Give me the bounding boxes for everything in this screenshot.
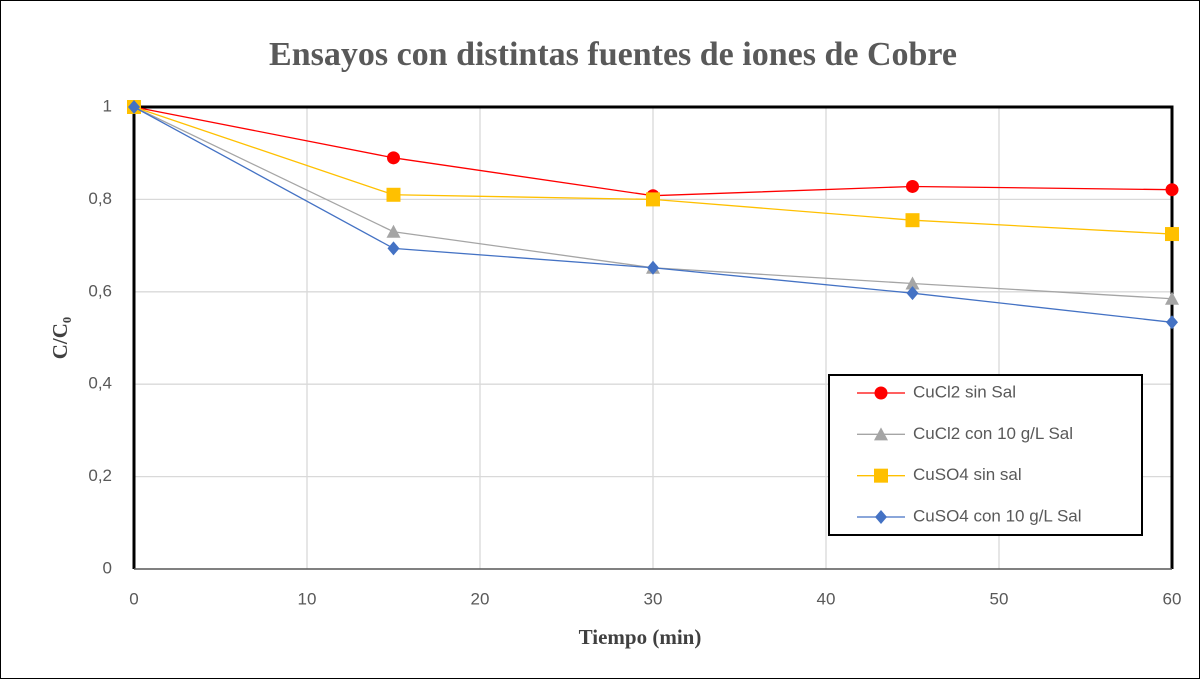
y-tick-label: 0 — [103, 558, 112, 577]
y-tick-label: 0,4 — [88, 374, 112, 393]
y-tick-label: 0,6 — [88, 281, 112, 300]
x-tick-label: 30 — [644, 589, 663, 608]
marker — [386, 187, 401, 202]
x-tick-label: 0 — [129, 589, 138, 608]
marker — [905, 213, 920, 228]
marker — [874, 468, 888, 483]
marker — [1165, 291, 1179, 305]
y-tick-label: 1 — [103, 96, 112, 115]
legend-label: CuCl2 con 10 g/L Sal — [913, 424, 1073, 443]
chart-title: Ensayos con distintas fuentes de iones d… — [269, 36, 957, 73]
y-tick-label: 0,2 — [88, 466, 112, 485]
x-tick-label: 60 — [1163, 589, 1182, 608]
x-tick-label: 20 — [471, 589, 490, 608]
marker — [387, 151, 400, 165]
marker — [874, 427, 888, 441]
marker — [646, 192, 660, 207]
y-tick-label: 0,8 — [88, 189, 112, 208]
marker — [906, 179, 919, 193]
legend-label: CuCl2 sin Sal — [913, 382, 1016, 401]
marker — [387, 241, 400, 256]
legend-box — [828, 374, 1143, 536]
y-axis-label: C/C₀ — [48, 317, 72, 359]
x-tick-label: 50 — [990, 589, 1009, 608]
marker — [874, 386, 888, 400]
marker — [875, 510, 887, 524]
marker — [906, 286, 919, 301]
marker — [1165, 183, 1179, 197]
marker — [905, 276, 920, 290]
marker — [1165, 227, 1179, 242]
marker — [647, 260, 659, 275]
plot-frame — [132, 105, 1174, 569]
legend-label: CuSO4 con 10 g/L Sal — [913, 506, 1082, 525]
x-axis-label: Tiempo (min) — [579, 625, 702, 649]
x-tick-label: 40 — [817, 589, 836, 608]
marker — [1166, 315, 1178, 330]
legend-label: CuSO4 sin sal — [913, 465, 1022, 484]
marker — [386, 224, 401, 238]
marker — [128, 100, 140, 114]
x-tick-label: 10 — [298, 589, 317, 608]
